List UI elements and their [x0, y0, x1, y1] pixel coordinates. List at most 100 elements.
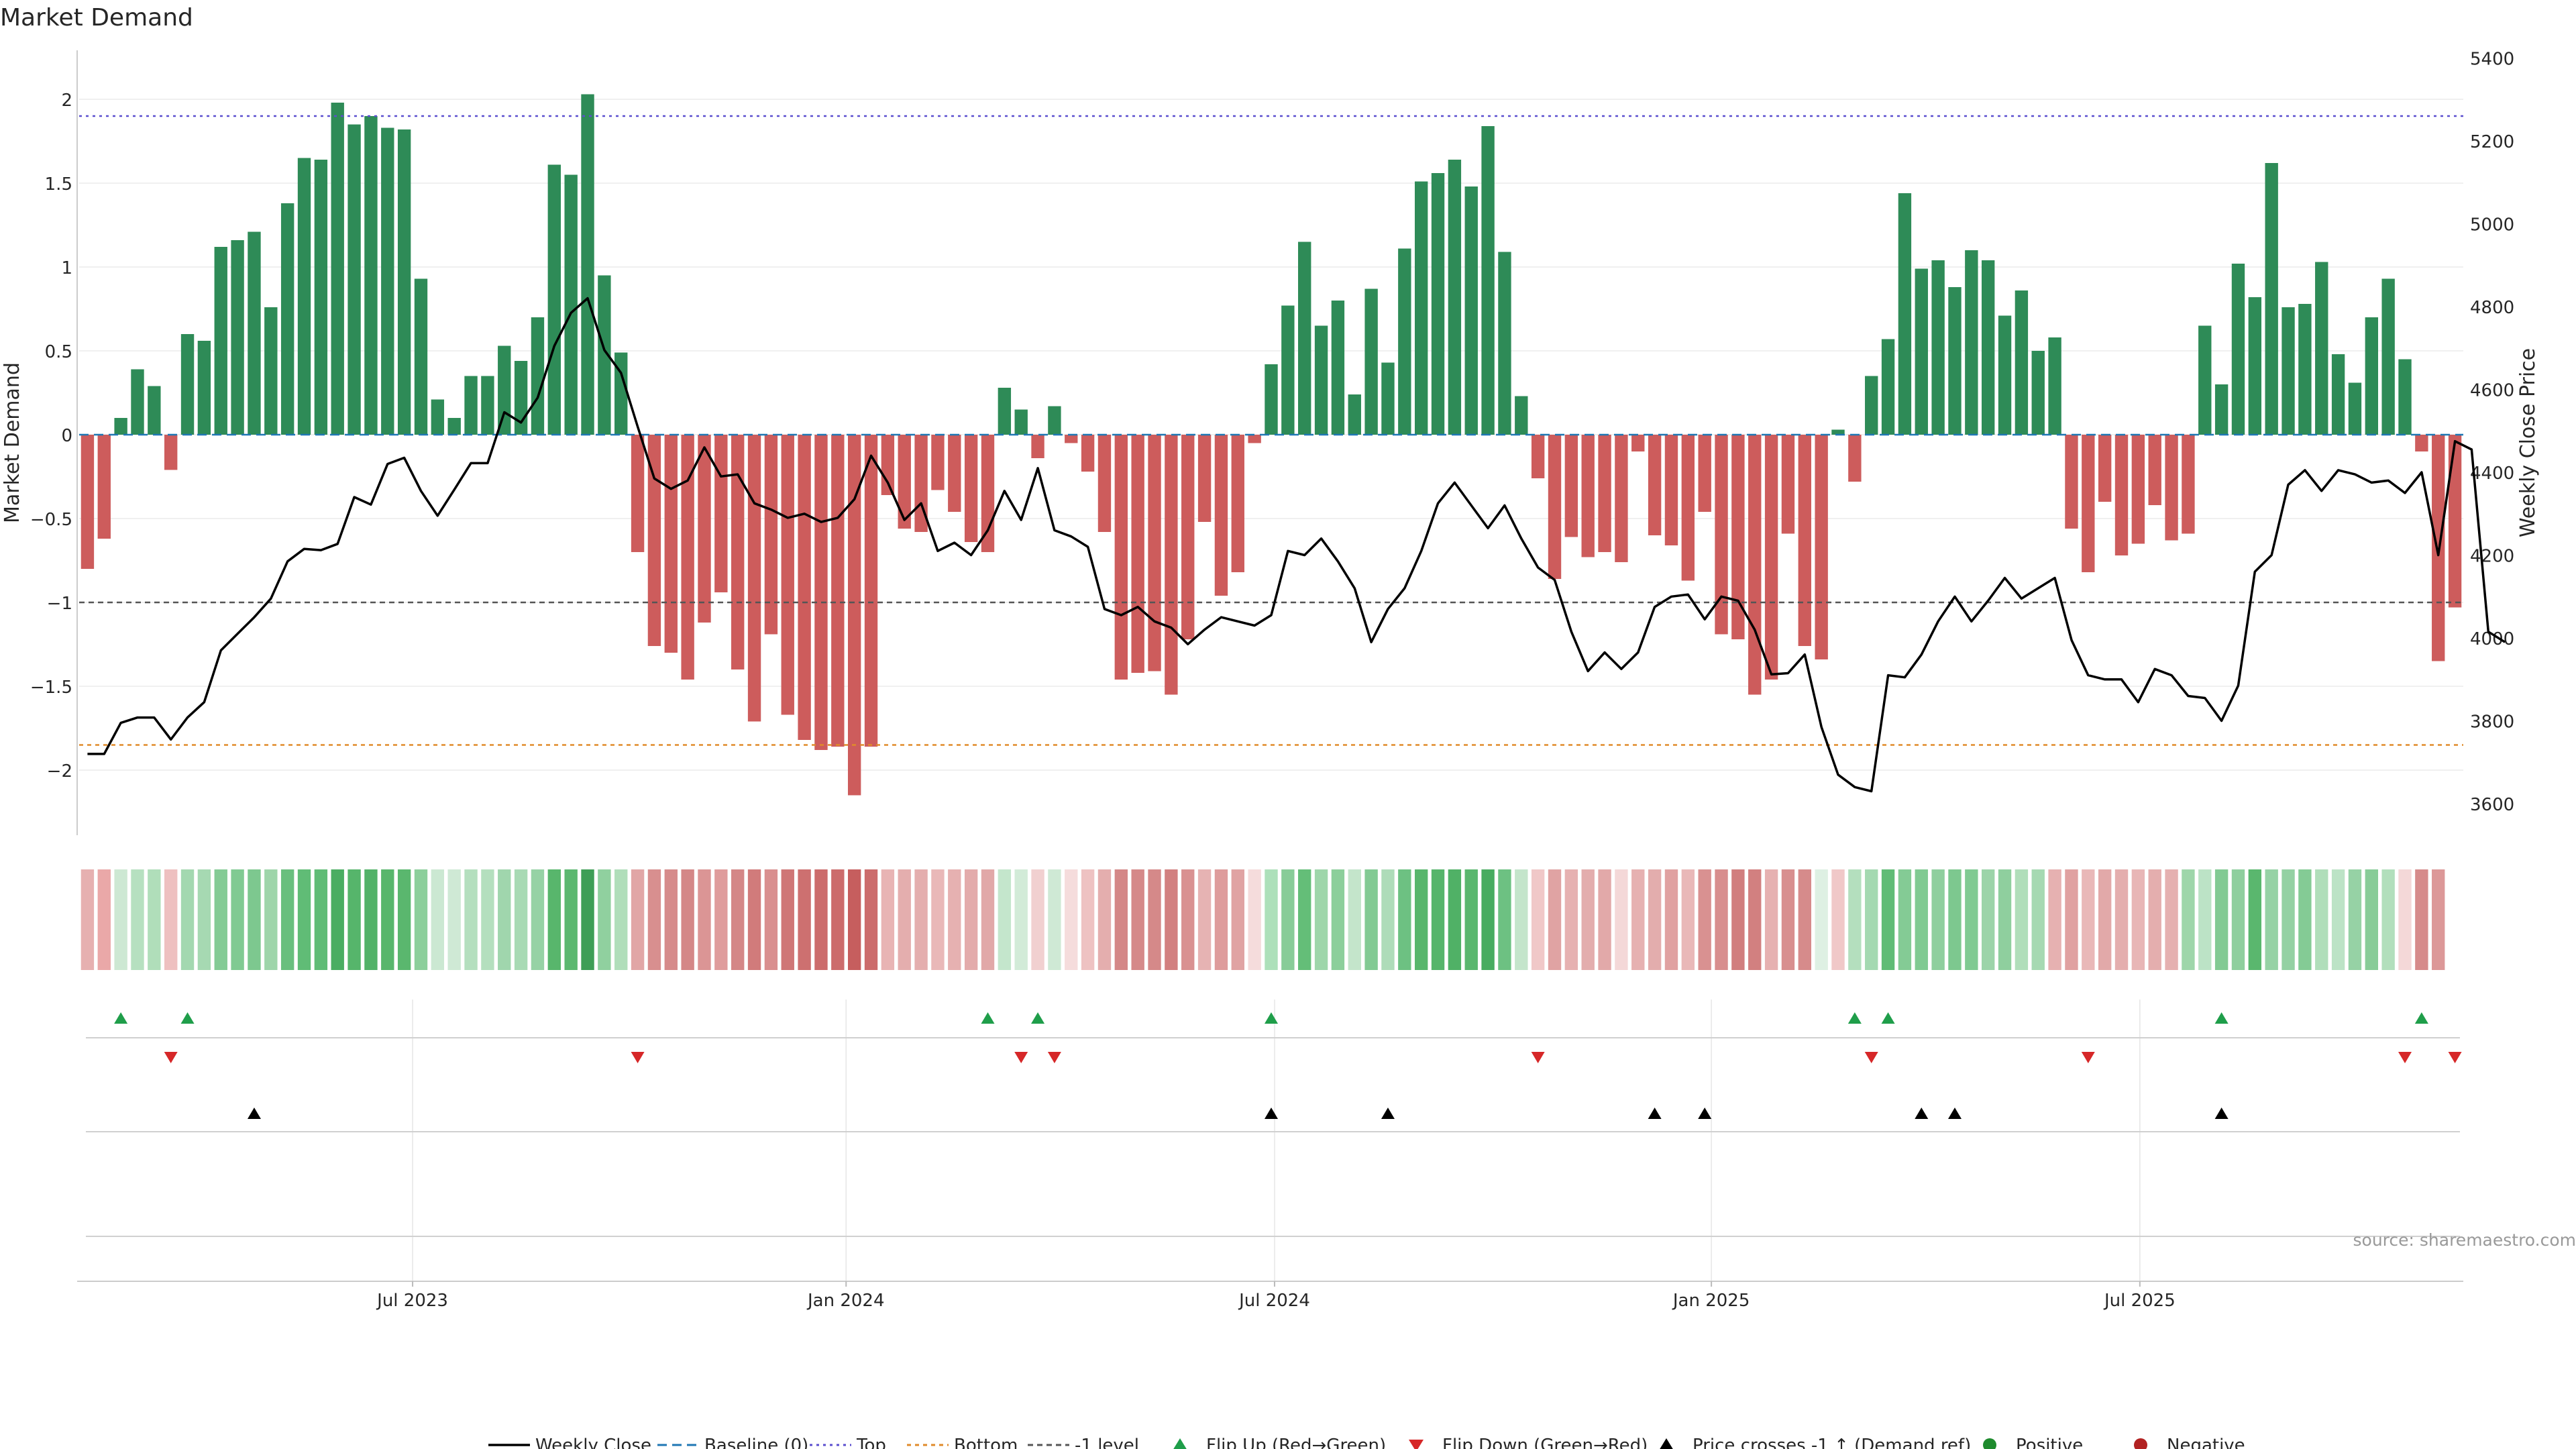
demand-bar: [1815, 435, 1828, 659]
strip-cell: [931, 869, 945, 970]
x-tick-label: Jul 2025: [2103, 1291, 2176, 1311]
demand-bar: [631, 435, 645, 552]
legend-item: Top: [810, 1436, 886, 1449]
strip-cell: [164, 869, 178, 970]
demand-bar: [698, 435, 711, 623]
flip-down-marker: [1047, 1052, 1061, 1063]
demand-bar: [1865, 376, 1878, 435]
flip-up-marker: [2414, 1012, 2428, 1024]
y2-tick-label: 5200: [2470, 132, 2514, 152]
strip-cell: [764, 869, 778, 970]
demand-bar: [647, 435, 661, 646]
demand-bar: [1464, 186, 1478, 435]
demand-bar: [2131, 435, 2145, 544]
y-tick-label: 0: [61, 426, 72, 446]
strip-cell: [1114, 869, 1128, 970]
demand-bar: [531, 317, 545, 435]
strip-cell: [248, 869, 261, 970]
y-tick-label: −0.5: [30, 510, 72, 530]
demand-bar: [431, 399, 445, 435]
strip-cell: [381, 869, 394, 970]
y-tick-label: −1.5: [30, 678, 72, 698]
demand-bar: [1698, 435, 1711, 512]
demand-bar: [280, 203, 294, 435]
demand-bar: [2182, 435, 2195, 534]
legend-swatch: [1173, 1438, 1187, 1449]
flip-up-marker: [2214, 1012, 2229, 1024]
demand-bar: [864, 435, 878, 747]
demand-bar: [1748, 435, 1762, 695]
y2-tick-label: 4200: [2470, 547, 2514, 567]
demand-bar: [464, 376, 478, 435]
price-cross-marker: [1381, 1108, 1395, 1119]
demand-bar: [1965, 250, 1978, 435]
demand-bar: [1581, 435, 1595, 557]
strip-cell: [1731, 869, 1745, 970]
demand-bar: [2065, 435, 2078, 529]
demand-bar: [2365, 317, 2379, 435]
legend-item: Flip Down (Green→Red): [1409, 1436, 1648, 1449]
demand-bar: [2348, 382, 2362, 435]
demand-bar: [664, 435, 678, 653]
strip-cell: [881, 869, 895, 970]
demand-bar: [2231, 264, 2245, 435]
demand-bar: [481, 376, 494, 435]
strip-cell: [1381, 869, 1395, 970]
strip-cell: [1698, 869, 1711, 970]
demand-bar: [331, 103, 344, 435]
demand-bar: [2015, 290, 2029, 435]
demand-bar: [1715, 435, 1728, 635]
strip-cell: [1364, 869, 1378, 970]
strip-cell: [1265, 869, 1278, 970]
demand-bar: [1298, 241, 1311, 435]
strip-cell: [698, 869, 711, 970]
demand-bar: [1731, 435, 1745, 639]
demand-bar: [781, 435, 794, 715]
demand-bar: [2315, 262, 2328, 435]
strip-cell: [1131, 869, 1144, 970]
legend-swatch: [1660, 1438, 1673, 1449]
x-tick-label: Jan 2025: [1672, 1291, 1750, 1311]
marker-panels: [86, 1037, 2460, 1237]
demand-bar: [1081, 435, 1095, 472]
legend-label: Bottom: [954, 1436, 1018, 1449]
flip-up-marker: [1881, 1012, 1895, 1024]
demand-bar: [114, 418, 127, 435]
demand-bar: [847, 435, 861, 796]
legend-label: Weekly Close: [535, 1436, 651, 1449]
y-tick-label: 0.5: [45, 342, 72, 362]
strip-cell: [1414, 869, 1428, 970]
flip-down-marker: [2081, 1052, 2095, 1063]
legend-swatch: [1983, 1438, 1996, 1449]
demand-bar: [2298, 304, 2312, 435]
strip-cell: [664, 869, 678, 970]
demand-bar: [564, 174, 578, 435]
demand-bar: [1414, 181, 1428, 435]
demand-bar: [1131, 435, 1144, 673]
demand-bar: [1381, 362, 1395, 435]
legend-item: Baseline (0): [657, 1436, 808, 1449]
strip-cell: [1581, 869, 1595, 970]
strip-cell: [1531, 869, 1545, 970]
demand-bar: [964, 435, 978, 542]
demand-bar: [214, 247, 227, 435]
flip-down-marker: [2398, 1052, 2412, 1063]
strip-cell: [914, 869, 928, 970]
strip-cell: [1048, 869, 1061, 970]
demand-bar: [1265, 364, 1278, 435]
demand-bar: [1681, 435, 1695, 581]
demand-bar: [1931, 260, 1945, 435]
strip-cell: [1615, 869, 1628, 970]
chart-title: Market Demand: [0, 4, 193, 32]
demand-bar: [1431, 173, 1445, 435]
legend-item: Flip Up (Red→Green): [1173, 1436, 1386, 1449]
strip-cell: [681, 869, 694, 970]
strip-cell: [1097, 869, 1112, 970]
legend-swatch: [2134, 1438, 2147, 1449]
demand-bar: [1165, 435, 1178, 695]
strip-cell: [1564, 869, 1578, 970]
strip-cell: [2398, 869, 2412, 970]
strip-cell: [114, 869, 127, 970]
strip-cell: [1681, 869, 1695, 970]
strip-cell: [1181, 869, 1195, 970]
